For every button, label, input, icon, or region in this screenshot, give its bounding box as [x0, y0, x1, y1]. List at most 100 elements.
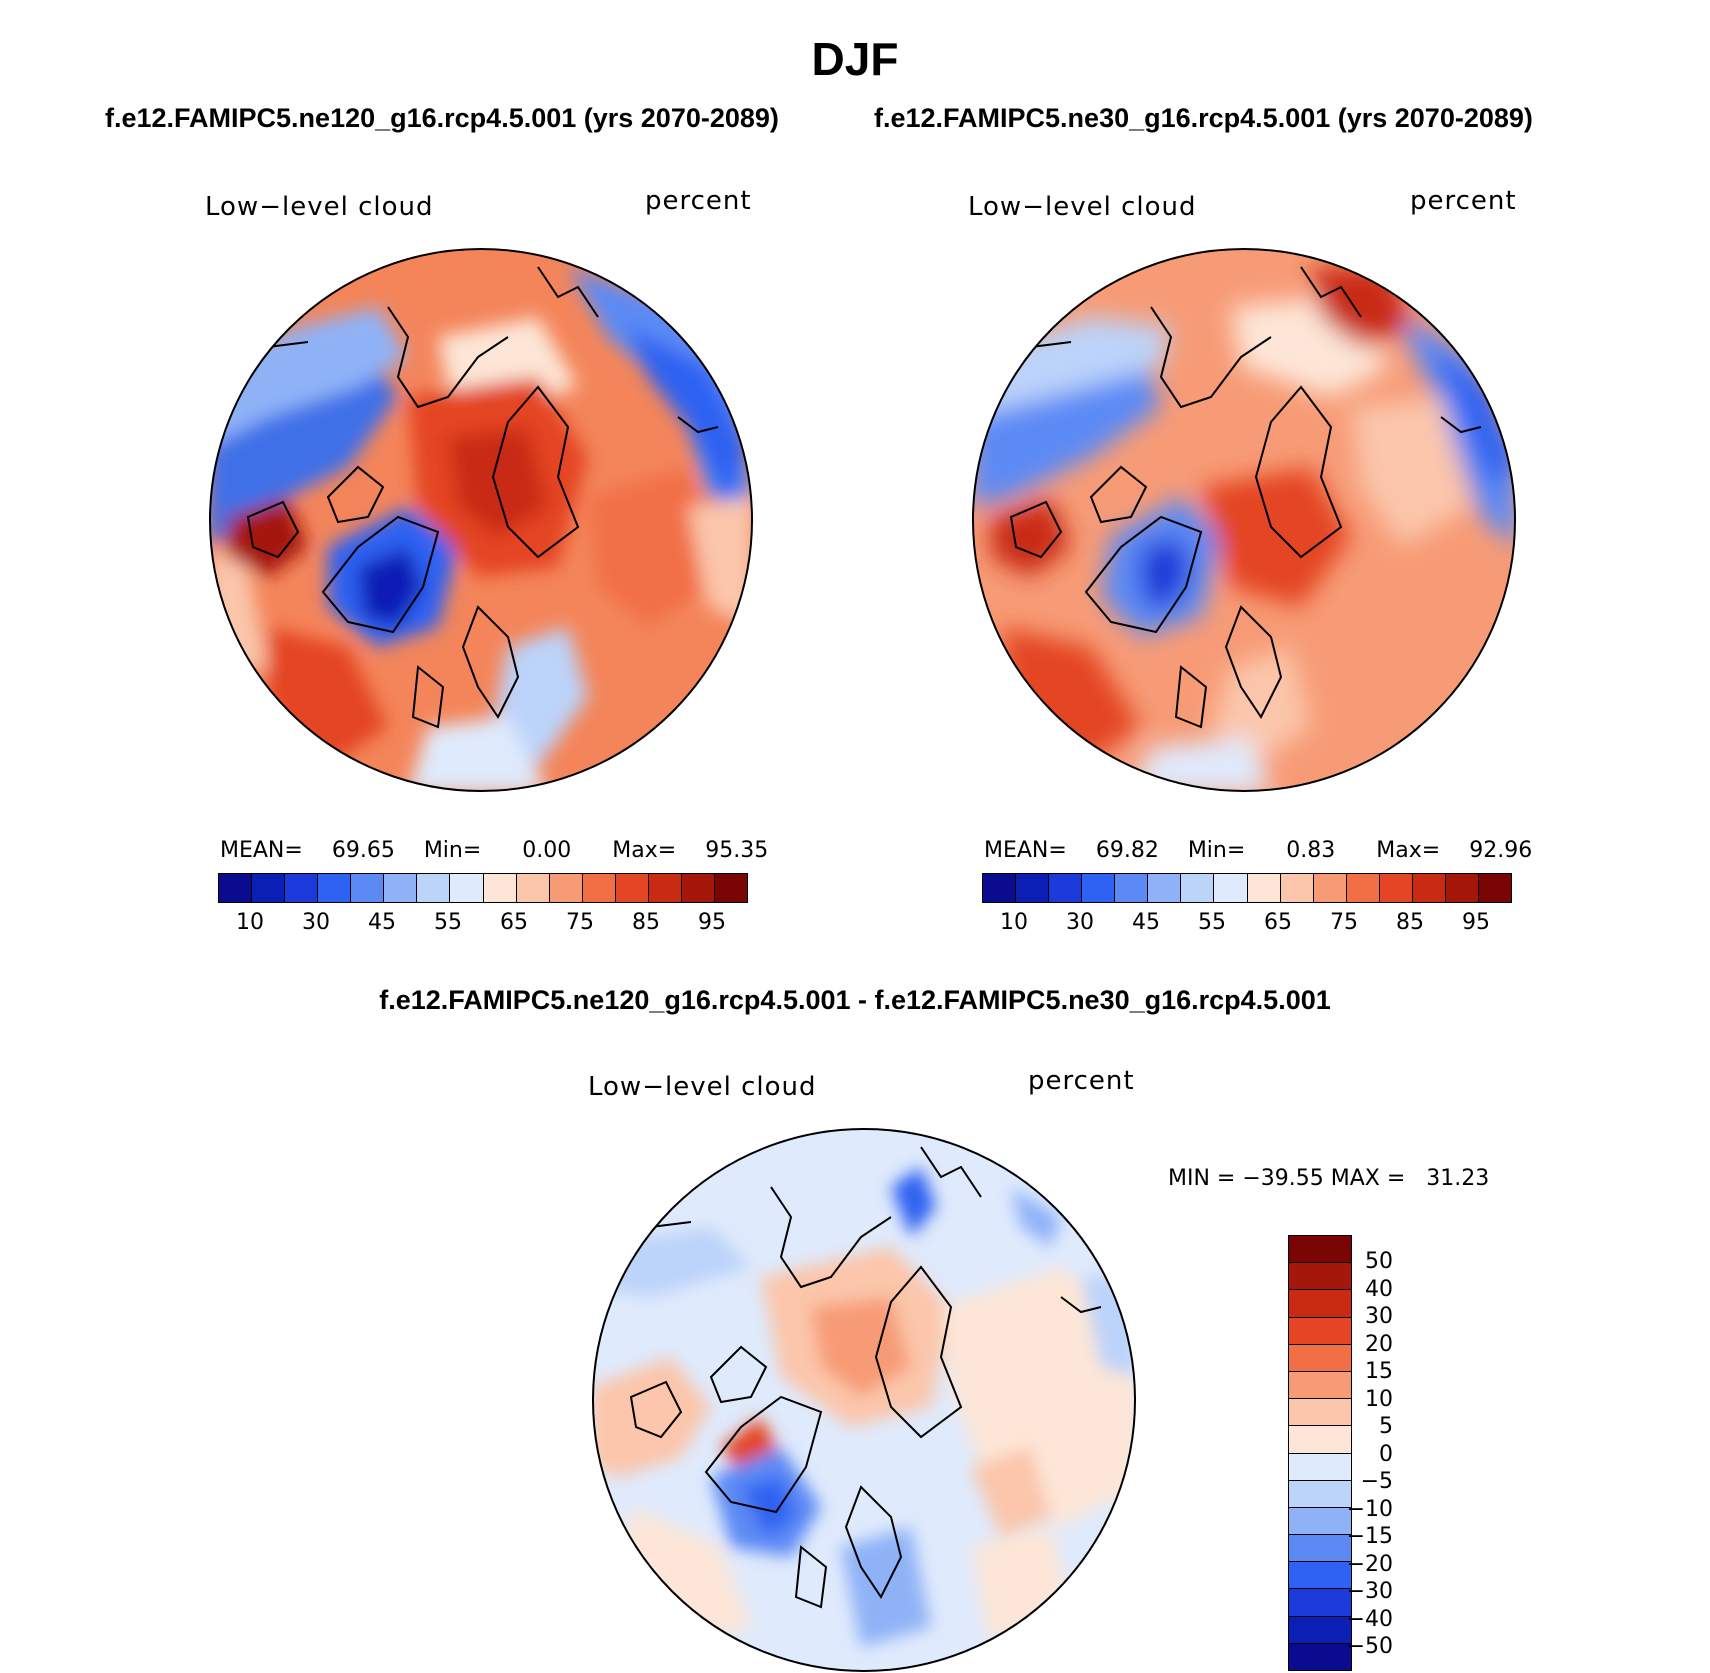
colorbar-swatch — [1289, 1371, 1351, 1400]
colorbar-swatch — [615, 874, 649, 902]
colorbar-swatch — [318, 874, 352, 902]
right-max-value: 92.96 — [1469, 838, 1533, 863]
colorbar-tick-label: 30 — [1066, 910, 1094, 935]
colorbar-swatch — [384, 874, 418, 902]
colorbar-swatch — [1289, 1562, 1351, 1590]
left-min-label: Min= — [423, 838, 482, 863]
colorbar-swatch — [1289, 1317, 1351, 1345]
colorbar-swatch — [1412, 874, 1446, 902]
right-mean-value: 69.82 — [1095, 838, 1159, 863]
colorbar-tick-label: 45 — [1132, 910, 1160, 935]
colorbar-tick-label: 0 — [1379, 1441, 1393, 1467]
colorbar-tick-label: 95 — [1462, 910, 1490, 935]
colorbar-tick-label: 10 — [1365, 1386, 1393, 1412]
colorbar-swatch — [1289, 1507, 1351, 1536]
left-colorbar — [218, 873, 748, 903]
left-case-title: f.e12.FAMIPC5.ne120_g16.rcp4.5.001 (yrs … — [105, 103, 779, 133]
diff-minmax: MIN = −39.55 MAX = 31.23 — [1168, 1166, 1490, 1191]
colorbar-swatch — [1289, 1426, 1351, 1454]
right-min-value: 0.83 — [1286, 838, 1336, 863]
colorbar-tick-label: 95 — [698, 910, 726, 935]
colorbar-swatch — [1289, 1236, 1351, 1264]
colorbar-tick-label: 10 — [1000, 910, 1028, 935]
colorbar-tick-label: 40 — [1365, 1276, 1393, 1302]
colorbar-swatch — [1313, 874, 1347, 902]
colorbar-swatch — [1289, 1453, 1351, 1481]
colorbar-swatch — [516, 874, 550, 902]
colorbar-swatch — [1115, 874, 1149, 902]
colorbar-swatch — [983, 874, 1017, 902]
diff-polar-map — [592, 1128, 1136, 1672]
colorbar-swatch — [1445, 874, 1479, 902]
colorbar-swatch — [582, 874, 616, 902]
colorbar-swatch — [1214, 874, 1248, 902]
right-stats: MEAN= 69.82 Min= 0.83 Max= 92.96 — [984, 838, 1532, 863]
right-polar-map — [972, 248, 1516, 792]
colorbar-swatch — [1049, 874, 1083, 902]
colorbar-swatch — [1289, 1643, 1351, 1670]
colorbar-tick-label: 85 — [632, 910, 660, 935]
colorbar-tick-label: 85 — [1396, 910, 1424, 935]
left-polar-map — [209, 248, 753, 792]
colorbar-swatch — [1289, 1616, 1351, 1644]
colorbar-swatch — [648, 874, 682, 902]
diff-case-title: f.e12.FAMIPC5.ne120_g16.rcp4.5.001 - f.e… — [379, 985, 1331, 1015]
colorbar-swatch — [285, 874, 319, 902]
diff-units-label: percent — [1028, 1066, 1135, 1096]
colorbar-tick-label: 50 — [1365, 1249, 1393, 1274]
right-mean-label: MEAN= — [984, 838, 1067, 863]
colorbar-swatch — [252, 874, 286, 902]
colorbar-tick-label: −15 — [1346, 1524, 1393, 1549]
left-mean-value: 69.65 — [331, 838, 395, 863]
colorbar-swatch — [1016, 874, 1050, 902]
colorbar-tick-label: 75 — [1330, 910, 1358, 935]
right-min-label: Min= — [1187, 838, 1246, 863]
colorbar-swatch — [1379, 874, 1413, 902]
right-case-title: f.e12.FAMIPC5.ne30_g16.rcp4.5.001 (yrs 2… — [874, 103, 1533, 133]
colorbar-tick-label: −20 — [1346, 1551, 1393, 1577]
colorbar-swatch — [1148, 874, 1182, 902]
colorbar-tick-label: 75 — [566, 910, 594, 935]
colorbar-swatch — [1082, 874, 1116, 902]
colorbar-swatch — [1289, 1290, 1351, 1318]
colorbar-tick-label: 55 — [434, 910, 462, 935]
colorbar-tick-label: −5 — [1360, 1469, 1393, 1494]
left-mean-label: MEAN= — [220, 838, 303, 863]
colorbar-swatch — [483, 874, 517, 902]
right-variable-label: Low−level cloud — [968, 192, 1197, 222]
colorbar-tick-label: 65 — [500, 910, 528, 935]
colorbar-tick-label: 30 — [302, 910, 330, 935]
colorbar-tick-label: −50 — [1346, 1634, 1393, 1659]
right-max-label: Max= — [1376, 838, 1441, 863]
colorbar-swatch — [351, 874, 385, 902]
colorbar-swatch — [1346, 874, 1380, 902]
left-max-label: Max= — [612, 838, 677, 863]
colorbar-swatch — [1289, 1535, 1351, 1563]
right-units-label: percent — [1410, 186, 1517, 216]
colorbar-swatch — [1247, 874, 1281, 902]
colorbar-tick-label: 20 — [1365, 1331, 1393, 1357]
colorbar-swatch — [1478, 874, 1511, 902]
left-min-value: 0.00 — [522, 838, 572, 863]
colorbar-swatch — [1289, 1589, 1351, 1617]
colorbar-tick-label: 10 — [236, 910, 264, 935]
figure-title: DJF — [811, 33, 899, 85]
colorbar-tick-label: −30 — [1346, 1579, 1393, 1604]
colorbar-tick-label: −40 — [1346, 1606, 1393, 1632]
colorbar-tick-label: 45 — [368, 910, 396, 935]
colorbar-swatch — [417, 874, 451, 902]
diff-variable-label: Low−level cloud — [588, 1072, 817, 1102]
colorbar-tick-label: 15 — [1365, 1359, 1393, 1384]
colorbar-swatch — [1289, 1263, 1351, 1291]
colorbar-tick-label: 55 — [1198, 910, 1226, 935]
left-stats: MEAN= 69.65 Min= 0.00 Max= 95.35 — [220, 838, 768, 863]
colorbar-swatch — [1289, 1399, 1351, 1427]
right-colorbar — [982, 873, 1512, 903]
colorbar-tick-label: 30 — [1365, 1304, 1393, 1329]
colorbar-swatch — [681, 874, 715, 902]
colorbar-swatch — [1280, 874, 1314, 902]
left-variable-label: Low−level cloud — [205, 192, 434, 222]
colorbar-swatch — [450, 874, 484, 902]
colorbar-swatch — [1181, 874, 1215, 902]
colorbar-swatch — [1289, 1480, 1351, 1508]
